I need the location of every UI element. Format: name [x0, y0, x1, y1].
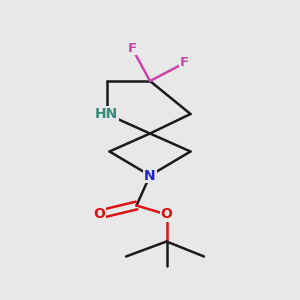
Text: F: F	[128, 41, 136, 55]
Text: HN: HN	[95, 107, 118, 121]
Text: O: O	[160, 208, 172, 221]
Text: O: O	[93, 208, 105, 221]
Text: F: F	[180, 56, 189, 70]
Text: N: N	[144, 169, 156, 182]
